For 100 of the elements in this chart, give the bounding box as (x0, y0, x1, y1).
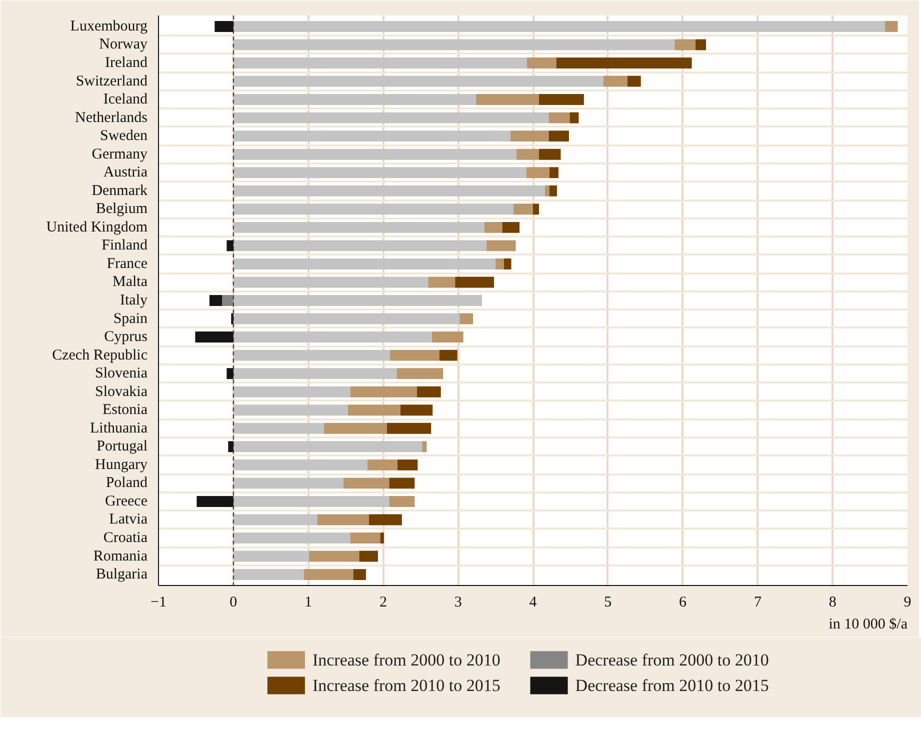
bar (538, 94, 584, 106)
bar (233, 295, 482, 306)
bar (486, 240, 516, 252)
bar (233, 258, 496, 270)
bar (233, 514, 318, 526)
bar (233, 532, 350, 544)
y-tick-label: Denmark (92, 182, 148, 199)
bar (460, 313, 474, 324)
bar (233, 112, 549, 124)
x-tick-label: 4 (529, 594, 538, 610)
bar (304, 569, 354, 580)
bar (324, 422, 387, 434)
bar (627, 76, 641, 87)
bar (416, 386, 441, 398)
y-tick-label: Italy (120, 292, 148, 308)
bar (209, 295, 222, 306)
bar (233, 550, 310, 562)
bar (233, 478, 344, 489)
bar (233, 39, 675, 50)
bar (309, 550, 360, 562)
bar (885, 20, 898, 32)
y-tick-label: Cyprus (104, 329, 148, 346)
bar (350, 532, 380, 544)
y-tick-label: Slovenia (95, 366, 148, 382)
bar (233, 58, 528, 68)
bar (533, 204, 539, 215)
bar (353, 569, 366, 580)
x-tick-label: 3 (454, 594, 462, 610)
bar (196, 496, 234, 507)
legend-label: Increase from 2000 to 2010 (312, 650, 500, 670)
bar (400, 404, 433, 416)
x-tick-label: 5 (604, 594, 612, 610)
bar (422, 441, 427, 452)
y-tick-label: Lithuania (90, 420, 148, 436)
x-tick-label: 0 (230, 594, 238, 610)
bar (368, 514, 402, 526)
bar (226, 240, 234, 252)
bar (233, 496, 390, 507)
bar (359, 550, 378, 562)
bar (233, 350, 390, 361)
bar (233, 441, 422, 452)
y-tick-label: Iceland (103, 92, 148, 108)
bar (476, 94, 539, 106)
bar (233, 130, 511, 142)
y-tick-label: Czech Republic (52, 347, 148, 364)
bar (556, 58, 692, 68)
y-tick-label: France (106, 256, 148, 272)
bar (195, 332, 234, 343)
y-tick-label: Latvia (109, 512, 148, 528)
y-tick-label: Romania (93, 548, 148, 564)
y-tick-label: Poland (106, 475, 148, 492)
bar (222, 295, 234, 306)
bar (484, 222, 502, 233)
y-tick-label: Slovakia (95, 384, 148, 400)
bar (696, 39, 706, 50)
y-tick-label: Luxembourg (70, 18, 148, 34)
bar (233, 240, 487, 252)
x-tick-label: 6 (679, 594, 688, 610)
bar (233, 20, 886, 32)
x-tick-label: 8 (828, 594, 836, 610)
x-tick-label: 1 (304, 594, 312, 610)
bar (548, 130, 569, 142)
y-tick-label: Austria (103, 164, 148, 181)
bar (348, 404, 400, 416)
bar (548, 112, 570, 124)
bar (214, 20, 234, 32)
bar (397, 459, 418, 470)
bar (538, 148, 561, 160)
y-tick-label: Hungary (95, 456, 148, 473)
bar (428, 276, 456, 288)
bar (516, 148, 539, 160)
x-tick-label: 2 (379, 594, 387, 610)
bar (233, 404, 348, 416)
bar (396, 368, 444, 380)
x-axis-title: in 10 000 $/a (828, 616, 908, 632)
bar (233, 313, 460, 324)
bar (496, 258, 504, 270)
bar (233, 222, 484, 233)
bar (233, 422, 324, 434)
bar (570, 112, 579, 124)
y-tick-label: Greece (105, 493, 148, 510)
x-tick-label: 9 (904, 594, 912, 610)
bar (390, 350, 440, 361)
bar (439, 350, 458, 361)
bar (233, 459, 368, 470)
bar (389, 496, 415, 507)
bar (544, 185, 550, 196)
bar (228, 441, 234, 452)
bar (386, 422, 432, 434)
y-tick-label: Malta (112, 274, 148, 290)
y-tick-label: Estonia (102, 402, 148, 418)
y-tick-label: Bulgaria (96, 566, 148, 583)
legend-label: Decrease from 2000 to 2010 (575, 650, 769, 670)
bar (367, 459, 398, 470)
y-tick-label: Croatia (103, 530, 148, 546)
bar (389, 478, 415, 489)
x-tick-label: 7 (754, 594, 762, 610)
bar (603, 76, 628, 87)
bar (233, 569, 304, 580)
bar (510, 130, 549, 142)
